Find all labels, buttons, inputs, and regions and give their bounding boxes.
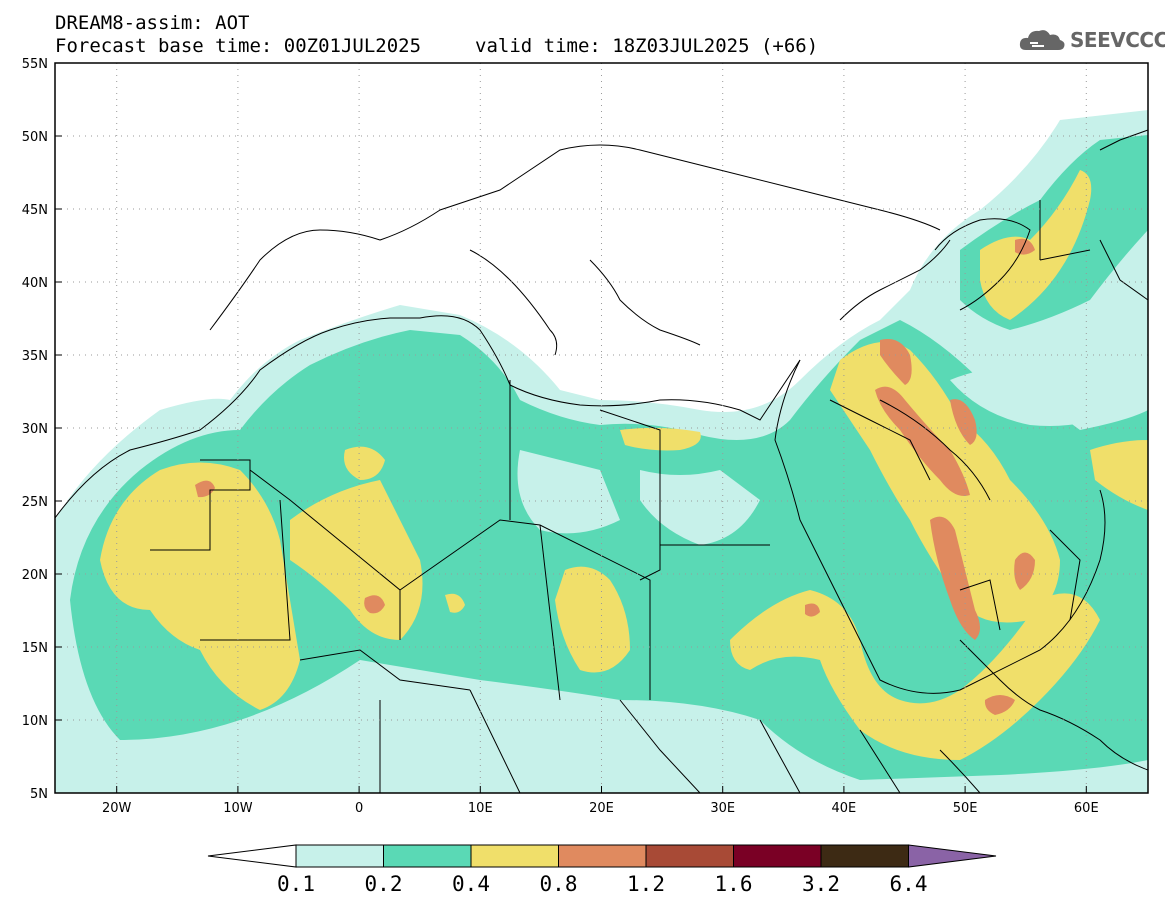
seevccc-logo: SEEVCCC <box>1018 26 1165 54</box>
lon-labels: 20W 10W 0 10E 20E 30E 40E 50E 60E <box>102 801 1099 816</box>
colorbar-label: 0.4 <box>452 872 490 896</box>
colorbar-max-arrow <box>908 844 997 868</box>
base-time: Forecast base time: 00Z01JUL2025 <box>55 35 422 57</box>
lat-labels: 55N 50N 45N 40N 35N 30N 25N 20N 15N 10N … <box>22 57 48 802</box>
lon-label: 40E <box>832 801 857 816</box>
aot-field <box>55 110 1148 793</box>
axis-ticks <box>55 62 1087 794</box>
lon-label: 20W <box>102 801 132 816</box>
lat-label: 20N <box>22 568 48 583</box>
logo-text: SEEVCCC <box>1070 28 1165 52</box>
cloud-logo-icon <box>1019 30 1065 50</box>
colorbar-label: 3.2 <box>802 872 840 896</box>
lat-label: 10N <box>22 714 48 729</box>
colorbar-label: 0.8 <box>540 872 578 896</box>
lon-label: 20E <box>589 801 614 816</box>
colorbar-swatch <box>733 844 822 868</box>
colorbar-swatch <box>558 844 647 868</box>
map-title: DREAM8-assim: AOT <box>55 12 250 34</box>
lon-label: 0 <box>355 801 363 816</box>
lat-label: 15N <box>22 641 48 656</box>
colorbar-min-arrow <box>207 844 297 868</box>
valid-time: valid time: 18Z03JUL2025 (+66) <box>475 35 819 57</box>
lat-label: 30N <box>22 422 48 437</box>
lat-label: 5N <box>30 787 48 802</box>
lat-label: 25N <box>22 495 48 510</box>
colorbar-swatch <box>295 844 384 868</box>
lat-label: 45N <box>22 203 48 218</box>
lon-label: 10W <box>223 801 253 816</box>
lon-label: 30E <box>710 801 735 816</box>
colorbar-label: 0.2 <box>365 872 403 896</box>
lon-label: 10E <box>468 801 493 816</box>
aot-band-0-8 <box>195 238 1035 715</box>
colorbar-label: 6.4 <box>890 872 928 896</box>
lon-label: 60E <box>1074 801 1099 816</box>
colorbar-swatch <box>645 844 734 868</box>
forecast-time-line: Forecast base time: 00Z01JUL2025 valid ti… <box>55 35 818 57</box>
lat-label: 55N <box>22 57 48 72</box>
lat-label: 50N <box>22 130 48 145</box>
coastlines <box>55 129 1148 793</box>
lat-label: 40N <box>22 276 48 291</box>
graticule <box>55 63 1148 793</box>
colorbar-label: 1.2 <box>627 872 665 896</box>
colorbar-swatch <box>820 844 909 868</box>
lon-label: 50E <box>953 801 978 816</box>
colorbar-swatch <box>383 844 472 868</box>
lat-label: 35N <box>22 349 48 364</box>
colorbar-label: 1.6 <box>715 872 753 896</box>
colorbar: 0.1 0.2 0.4 0.8 1.2 1.6 3.2 6.4 <box>207 844 997 896</box>
colorbar-swatch <box>470 844 559 868</box>
colorbar-label: 0.1 <box>277 872 315 896</box>
